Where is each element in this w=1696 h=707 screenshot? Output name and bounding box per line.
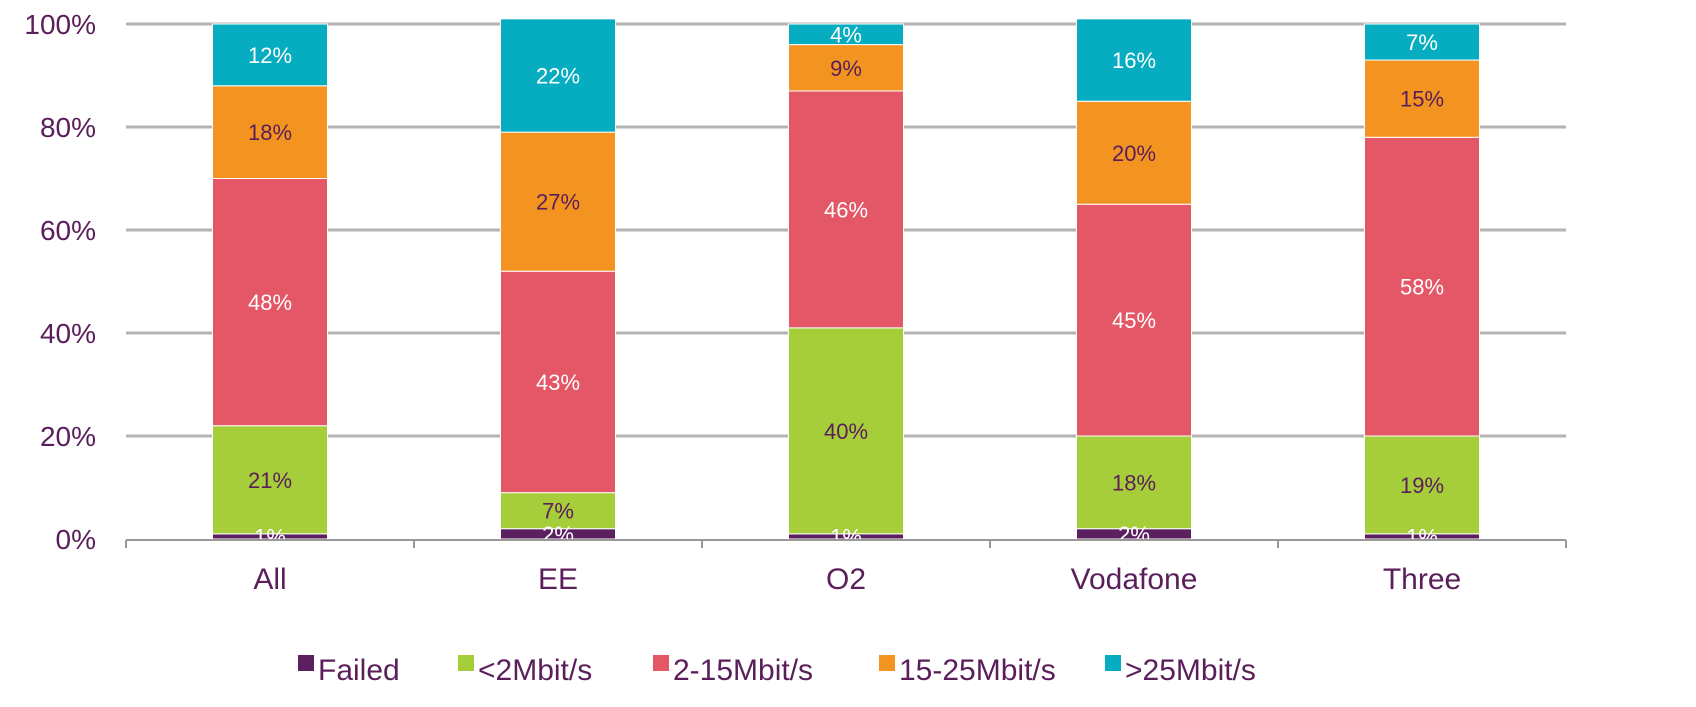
bar-segment <box>212 178 328 427</box>
bar-segment <box>212 23 328 87</box>
legend-item: 15-25Mbit/s <box>879 654 1056 687</box>
bar-segment <box>1364 23 1480 61</box>
data-label: 19% <box>1400 473 1444 498</box>
data-labels: 1%21%48%18%12%2%7%43%27%22%1%40%46%9%4%2… <box>248 22 1444 549</box>
bar-segment <box>788 327 904 535</box>
data-label: 45% <box>1112 308 1156 333</box>
data-label: 22% <box>536 64 580 89</box>
data-label: 20% <box>1112 141 1156 166</box>
x-axis <box>125 539 1567 548</box>
legend-label: 2-15Mbit/s <box>673 654 813 687</box>
category-label: EE <box>538 563 578 596</box>
legend-swatch <box>298 655 314 671</box>
legend-item: >25Mbit/s <box>1105 654 1256 687</box>
y-axis-tick-labels: 0% 20% 40% 60% 80% 100% <box>24 9 96 555</box>
data-label: 12% <box>248 43 292 68</box>
bar-segment <box>500 18 616 133</box>
data-label: 48% <box>248 290 292 315</box>
y-tick-label: 0% <box>56 524 96 555</box>
data-label: 43% <box>536 370 580 395</box>
data-label: 40% <box>824 419 868 444</box>
bar-segment <box>500 270 616 494</box>
legend-label: <2Mbit/s <box>478 654 592 687</box>
y-tick-label: 80% <box>40 112 96 143</box>
data-label: 1% <box>830 524 862 549</box>
bar-segment <box>1364 136 1480 437</box>
data-label: 1% <box>1406 524 1438 549</box>
data-label: 21% <box>248 468 292 493</box>
bar-segment <box>788 23 904 46</box>
bar-segment <box>212 425 328 535</box>
data-label: 18% <box>1112 470 1156 495</box>
y-tick-label: 100% <box>24 9 96 40</box>
bar-segment <box>500 131 616 272</box>
bars <box>212 18 1480 540</box>
legend-label: >25Mbit/s <box>1125 654 1256 687</box>
data-label: 1% <box>254 524 286 549</box>
bar-segment <box>1076 100 1192 205</box>
y-tick-label: 60% <box>40 215 96 246</box>
y-tick-label: 20% <box>40 421 96 452</box>
data-label: 4% <box>830 22 862 47</box>
legend-swatch <box>879 655 895 671</box>
data-label: 18% <box>248 120 292 145</box>
legend-item: <2Mbit/s <box>458 654 592 687</box>
legend-item: 2-15Mbit/s <box>653 654 813 687</box>
data-label: 2% <box>1118 522 1150 547</box>
bar-segment <box>1364 435 1480 535</box>
data-label: 58% <box>1400 275 1444 300</box>
data-label: 9% <box>830 56 862 81</box>
legend-swatch <box>1105 655 1121 671</box>
data-label: 46% <box>824 197 868 222</box>
bar-segment <box>212 85 328 179</box>
legend-item: Failed <box>298 654 400 687</box>
legend-swatch <box>458 655 474 671</box>
y-tick-label: 40% <box>40 318 96 349</box>
bar-segment <box>500 492 616 530</box>
data-label: 27% <box>536 190 580 215</box>
category-label: O2 <box>826 563 866 596</box>
category-label: All <box>253 563 286 596</box>
legend: Failed <2Mbit/s 2-15Mbit/s 15-25Mbit/s >25Mb… <box>298 654 1256 687</box>
bar-segment <box>788 44 904 92</box>
bar-segment <box>1364 59 1480 138</box>
category-label: Three <box>1383 563 1461 596</box>
category-label: Vodafone <box>1071 563 1198 596</box>
bar-segment <box>1076 435 1192 530</box>
legend-label: Failed <box>318 654 400 687</box>
legend-label: 15-25Mbit/s <box>899 654 1056 687</box>
data-label: 15% <box>1400 87 1444 112</box>
bar-segment <box>1076 203 1192 437</box>
legend-swatch <box>653 655 669 671</box>
x-axis-tick-labels: All EE O2 Vodafone Three <box>253 563 1461 596</box>
bar-segment <box>788 90 904 329</box>
data-label: 7% <box>542 499 574 524</box>
data-label: 16% <box>1112 48 1156 73</box>
data-label: 7% <box>1406 30 1438 55</box>
bar-segment <box>1076 18 1192 102</box>
data-label: 2% <box>542 522 574 547</box>
